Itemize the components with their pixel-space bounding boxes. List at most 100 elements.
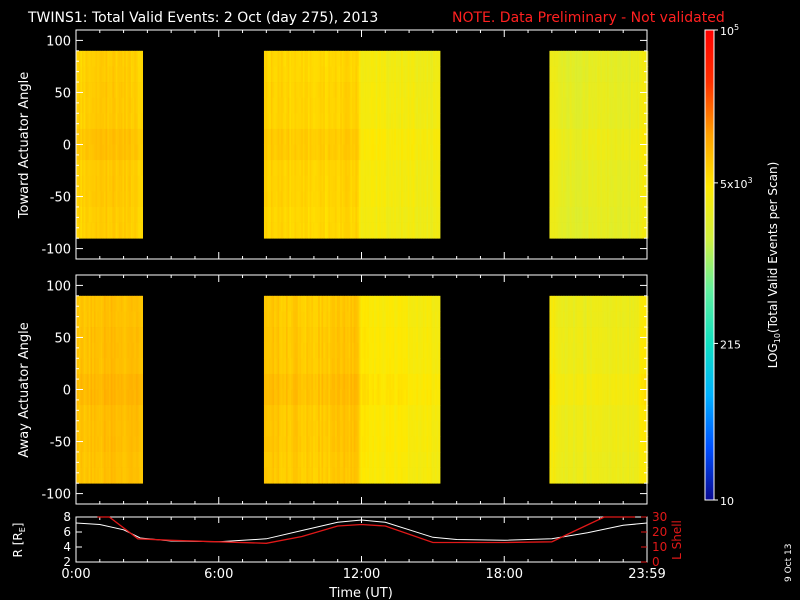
away-heatmap-cell <box>625 467 628 484</box>
away-heatmap-cell <box>102 451 105 468</box>
toward-heatmap-cell <box>88 97 91 114</box>
away-heatmap-cell <box>112 311 115 328</box>
toward-heatmap-cell <box>343 50 346 67</box>
toward-heatmap-cell <box>316 97 319 114</box>
toward-heatmap-cell <box>280 222 283 239</box>
away-heatmap-cell <box>414 436 417 453</box>
toward-heatmap-cell <box>318 144 321 161</box>
toward-heatmap-cell <box>416 206 419 223</box>
away-heatmap-cell <box>265 436 268 453</box>
away-heatmap-cell <box>117 373 120 390</box>
toward-heatmap-cell <box>620 97 623 114</box>
toward-heatmap-cell <box>357 206 360 223</box>
toward-heatmap-cell <box>564 128 567 145</box>
toward-heatmap-cell <box>552 97 555 114</box>
toward-heatmap-cell <box>358 113 361 130</box>
toward-heatmap-cell <box>102 66 105 83</box>
toward-heatmap-cell <box>627 128 630 145</box>
toward-heatmap-cell <box>323 97 326 114</box>
toward-heatmap-cell <box>345 82 348 99</box>
away-heatmap-cell <box>419 389 422 406</box>
toward-heatmap-cell <box>428 144 431 161</box>
toward-heatmap-cell <box>434 160 438 177</box>
toward-heatmap-cell <box>105 97 108 114</box>
toward-heatmap-cell <box>285 82 289 99</box>
toward-heatmap-cell <box>392 128 395 145</box>
away-heatmap-cell <box>416 373 419 390</box>
toward-heatmap-cell <box>379 206 382 223</box>
away-heatmap-cell <box>598 389 601 406</box>
toward-heatmap-cell <box>299 206 302 223</box>
away-heatmap-cell <box>306 327 309 344</box>
toward-heatmap-cell <box>552 206 555 223</box>
away-heatmap-cell <box>115 295 118 312</box>
toward-heatmap-cell <box>135 128 138 145</box>
toward-heatmap-cell <box>591 160 594 177</box>
away-heatmap-cell <box>120 311 123 328</box>
away-heatmap-cell <box>125 389 128 406</box>
away-heatmap-cell <box>348 327 351 344</box>
away-heatmap-cell <box>556 467 559 484</box>
away-heatmap-cell <box>365 311 368 328</box>
away-heatmap-cell <box>103 295 106 312</box>
toward-heatmap-cell <box>309 128 312 145</box>
away-heatmap-cell <box>338 342 341 359</box>
away-heatmap-cell <box>554 358 557 375</box>
toward-heatmap-cell <box>137 113 140 130</box>
away-heatmap-cell <box>429 467 432 484</box>
toward-heatmap-cell <box>265 160 268 177</box>
away-heatmap-cell <box>108 420 112 437</box>
away-heatmap-cell <box>397 451 400 468</box>
away-heatmap-cell <box>129 405 132 422</box>
away-heatmap-cell <box>603 451 606 468</box>
away-heatmap-cell <box>328 436 331 453</box>
away-heatmap-cell <box>612 342 615 359</box>
away-heatmap-cell <box>634 420 637 437</box>
toward-heatmap-cell <box>297 160 300 177</box>
toward-heatmap-cell <box>124 128 127 145</box>
toward-heatmap-cell <box>612 175 615 192</box>
away-heatmap-cell <box>647 373 649 390</box>
toward-heatmap-cell <box>598 160 601 177</box>
toward-heatmap-cell <box>319 50 322 67</box>
toward-heatmap-cell <box>336 175 339 192</box>
away-heatmap-cell <box>591 358 594 375</box>
toward-heatmap-cell <box>134 160 137 177</box>
toward-heatmap-cell <box>554 144 557 161</box>
away-heatmap-cell <box>267 436 270 453</box>
toward-heatmap-cell <box>331 144 334 161</box>
away-heatmap-cell <box>129 373 132 390</box>
toward-heatmap-cell <box>299 191 302 208</box>
away-heatmap-cell <box>418 420 421 437</box>
toward-heatmap-cell <box>76 113 80 130</box>
away-heatmap-cell <box>563 467 566 484</box>
away-heatmap-cell <box>326 436 329 453</box>
toward-heatmap-cell <box>124 206 127 223</box>
toward-heatmap-cell <box>328 160 331 177</box>
away-heatmap-cell <box>377 389 380 406</box>
toward-heatmap-cell <box>76 144 78 161</box>
toward-heatmap-cell <box>409 191 412 208</box>
toward-heatmap-cell <box>355 160 358 177</box>
toward-heatmap-cell <box>267 50 270 67</box>
toward-heatmap-cell <box>319 191 322 208</box>
away-heatmap-cell <box>272 358 275 375</box>
toward-heatmap-cell <box>429 97 432 114</box>
away-heatmap-cell <box>377 405 380 422</box>
toward-heatmap-cell <box>557 82 561 99</box>
toward-heatmap-cell <box>83 160 86 177</box>
toward-heatmap-cell <box>85 206 88 223</box>
toward-heatmap-cell <box>336 222 339 239</box>
away-heatmap-cell <box>292 436 295 453</box>
toward-heatmap-cell <box>360 66 363 83</box>
toward-heatmap-cell <box>346 82 349 99</box>
away-heatmap-cell <box>279 389 282 406</box>
toward-heatmap-cell <box>394 175 397 192</box>
away-heatmap-cell <box>551 451 554 468</box>
toward-heatmap-cell <box>384 50 387 67</box>
away-heatmap-cell <box>571 451 574 468</box>
toward-heatmap-cell <box>578 222 581 239</box>
toward-heatmap-cell <box>274 113 277 130</box>
away-heatmap-cell <box>380 358 383 375</box>
away-heatmap-cell <box>314 358 317 375</box>
